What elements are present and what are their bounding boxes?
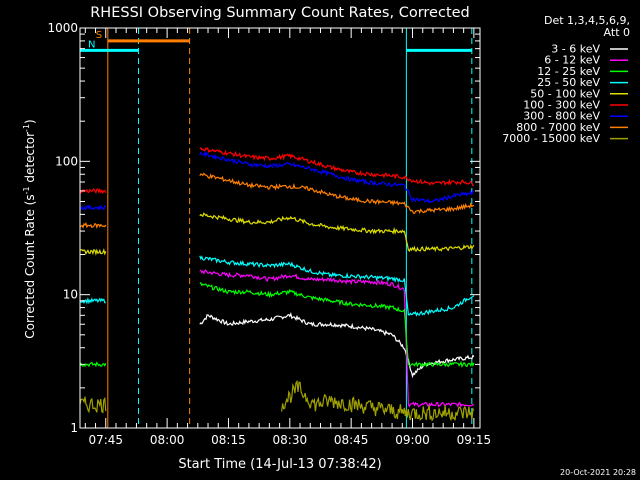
x-tick-label-08-30: 08:30 xyxy=(273,433,308,447)
y-axis-label-mid: detector xyxy=(23,132,37,187)
series-12-25-kev-line-0 xyxy=(79,361,107,368)
series-800-7000-kev-line-0 xyxy=(79,222,107,230)
series-300-800-kev-line-1 xyxy=(199,150,475,204)
y-axis-label-end: ) xyxy=(23,119,37,124)
x-tick-label-07-45: 07:45 xyxy=(88,433,123,447)
y-axis-label-sup2: -1 xyxy=(22,124,31,132)
y-tick-label-1000: 1000 xyxy=(47,21,78,35)
series-12-25-kev-line-1 xyxy=(199,282,475,368)
series-7000-15000-kev-line-1 xyxy=(281,379,475,422)
x-tick-label-08-15: 08:15 xyxy=(211,433,246,447)
y-tick-label-10: 10 xyxy=(63,288,78,302)
y-axis-label-main: Corrected Count Rate (s xyxy=(23,194,37,338)
legend-label-300-800-kev: 300 - 800 keV xyxy=(523,110,600,123)
legend-label-25-50-kev: 25 - 50 keV xyxy=(537,76,600,89)
legend-label-800-7000-kev: 800 - 7000 keV xyxy=(516,121,600,134)
marker-label-n: N xyxy=(88,39,95,50)
series-7000-15000-kev-line-0 xyxy=(79,396,107,414)
legend-label-3-6-kev: 3 - 6 keV xyxy=(551,43,600,56)
y-axis-label-sup1: -1 xyxy=(22,186,31,194)
data-series xyxy=(79,146,475,422)
y-tick-label-1: 1 xyxy=(70,421,78,435)
chart-title: RHESSI Observing Summary Count Rates, Co… xyxy=(90,5,470,21)
legend-header-line2: Att 0 xyxy=(604,26,630,39)
x-tick-label-09-15: 09:15 xyxy=(457,433,492,447)
marker-label-s: S xyxy=(96,30,102,41)
series-300-800-kev-line-0 xyxy=(79,204,107,212)
series-800-7000-kev-line-1 xyxy=(199,172,475,215)
y-tick-label-100: 100 xyxy=(55,154,78,168)
legend-label-12-25-kev: 12 - 25 keV xyxy=(537,65,600,78)
legend-label-50-100-kev: 50 - 100 keV xyxy=(530,87,600,100)
footer-date: 20-Oct-2021 20:28 xyxy=(560,468,636,477)
series-100-300-kev-line-1 xyxy=(199,146,475,187)
y-axis-label: Corrected Count Rate (s-1 detector-1) xyxy=(22,119,37,338)
x-tick-label-09-00: 09:00 xyxy=(395,433,430,447)
legend-header-line1: Det 1,3,4,5,6,9, xyxy=(544,14,630,27)
series-50-100-kev-line-1 xyxy=(199,212,475,253)
x-tick-label-08-00: 08:00 xyxy=(150,433,185,447)
series-25-50-kev-line-0 xyxy=(79,297,106,305)
legend-label-6-12-kev: 6 - 12 keV xyxy=(544,54,600,67)
legend-label-7000-15000-kev: 7000 - 15000 keV xyxy=(502,132,600,145)
x-axis-label: Start Time (14-Jul-13 07:38:42) xyxy=(178,457,381,472)
axes: 1 10 100 1000 07:45 08:00 08:15 08:30 08:45 09:00… xyxy=(47,21,491,447)
series-25-50-kev-line-1 xyxy=(199,255,475,317)
series-50-100-kev-line-0 xyxy=(79,248,107,256)
x-tick-label-08-45: 08:45 xyxy=(334,433,369,447)
legend-label-100-300-kev: 100 - 300 keV xyxy=(523,99,600,112)
